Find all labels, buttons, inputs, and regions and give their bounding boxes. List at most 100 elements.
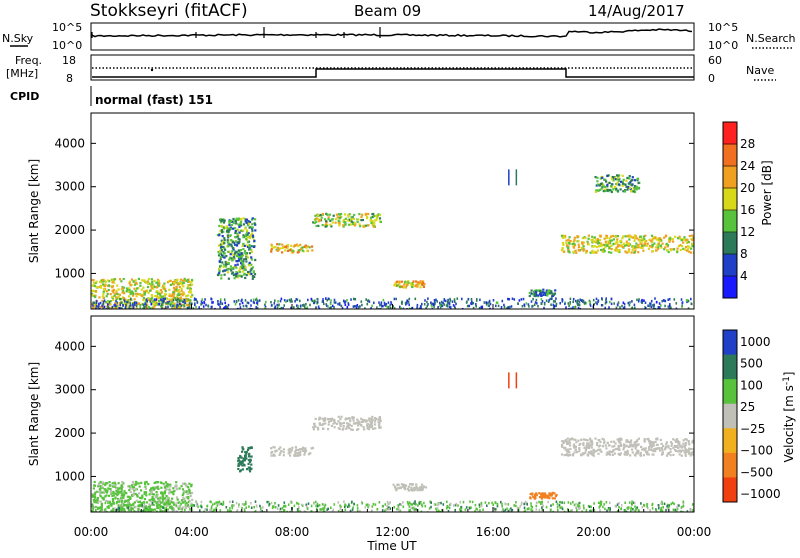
velocity-clutter-cell [421,504,424,508]
power-echo-cell [677,237,680,240]
power-echo-cell [320,216,323,219]
power-clutter-cell [176,300,179,303]
power-echo-cell [173,302,176,305]
power-echo-cell [91,294,94,297]
power-clutter-cell [330,306,332,309]
velocity-echo-cell [588,445,591,448]
power-echo-cell [224,226,228,229]
nave-tick-bottom: 0 [708,72,715,85]
velocity-clutter-cell [376,507,379,511]
velocity-y-tick-label: 3000 [54,383,85,397]
velocity-clutter-cell [526,507,529,511]
velocity-echo-cell [327,423,330,426]
velocity-clutter-cell [632,501,635,504]
power-clutter-cell [401,302,403,305]
velocity-clutter-cell [600,503,602,506]
power-echo-cell [167,302,170,305]
velocity-clutter-cell [167,502,170,506]
power-echo-cell [617,179,620,182]
velocity-echo-cell [605,453,608,456]
power-clutter-cell [92,301,94,304]
velocity-echo-cell [164,497,167,500]
velocity-echo-cell [535,494,538,497]
power-clutter-cell [640,300,643,303]
power-clutter-cell [177,297,179,300]
velocity-clutter-cell [254,509,257,512]
velocity-echo-cell [329,419,333,422]
velocity-echo-cell [629,454,632,457]
power-echo-cell [625,244,629,247]
power-echo-cell [627,185,630,189]
velocity-echo-cell [687,440,690,443]
power-echo-cell [604,246,607,249]
velocity-echo-cell [324,419,327,422]
power-echo-cell [93,305,96,308]
power-echo-cell [644,234,647,237]
power-echo-cell [155,285,159,289]
power-clutter-cell [223,298,226,301]
power-echo-cell [251,266,255,269]
velocity-clutter-cell [97,506,99,509]
velocity-echo-cell [298,451,301,455]
velocity-clutter-cell [480,501,483,505]
power-echo-cell [175,281,178,284]
velocity-clutter-cell [322,508,325,512]
power-echo-cell [409,282,412,285]
power-echo-cell [637,238,640,241]
velocity-clutter-cell [665,508,667,512]
velocity-echo-cell [243,459,246,462]
velocity-clutter-cell [440,501,442,505]
power-clutter-cell [353,305,356,308]
velocity-echo-cell [592,451,595,454]
power-clutter-cell [433,299,436,302]
velocity-echo-cell [132,494,135,497]
power-echo-cell [648,244,652,248]
power-echo-cell [599,177,602,180]
velocity-clutter-cell [286,510,288,512]
power-echo-cell [236,218,239,221]
velocity-clutter-cell [478,505,481,509]
velocity-echo-cell [119,507,122,510]
power-clutter-cell [373,301,375,305]
velocity-clutter-cell [365,503,368,507]
velocity-echo-cell [153,500,156,503]
power-echo-cell [186,278,189,282]
power-clutter-cell [376,306,378,309]
velocity-echo-cell [273,454,276,457]
power-echo-cell [535,290,538,293]
power-echo-cell [567,245,570,248]
velocity-echo-cell [631,451,634,454]
power-echo-cell [100,284,103,287]
velocity-echo-cell [144,485,147,488]
velocity-echo-cell [304,447,307,450]
velocity-echo-cell [145,501,148,504]
power-clutter-cell [337,302,339,306]
power-echo-cell [131,294,135,297]
velocity-clutter-cell [598,506,601,509]
velocity-clutter-cell [121,503,124,507]
velocity-echo-cell [595,449,598,453]
power-echo-cell [607,241,610,245]
velocity-clutter-cell [204,508,206,511]
velocity-clutter-cell [454,508,456,512]
power-echo-cell [297,245,300,248]
power-clutter-cell [424,299,426,302]
velocity-echo-cell [648,446,651,449]
power-echo-cell [183,277,186,280]
velocity-clutter-cell [322,507,324,510]
power-clutter-cell [642,299,644,302]
power-echo-cell [229,253,232,256]
power-echo-cell [106,301,110,304]
velocity-echo-cell [589,437,592,440]
velocity-clutter-cell [337,510,340,512]
velocity-clutter-cell [491,501,493,505]
velocity-clutter-cell [229,500,231,504]
power-echo-cell [225,231,229,234]
velocity-clutter-cell [143,503,146,507]
power-clutter-cell [305,302,307,306]
velocity-echo-cell [250,455,253,458]
velocity-echo-cell [564,439,567,442]
velocity-echo-cell [554,495,557,498]
power-clutter-cell [392,305,394,308]
velocity-clutter-cell [556,502,559,506]
